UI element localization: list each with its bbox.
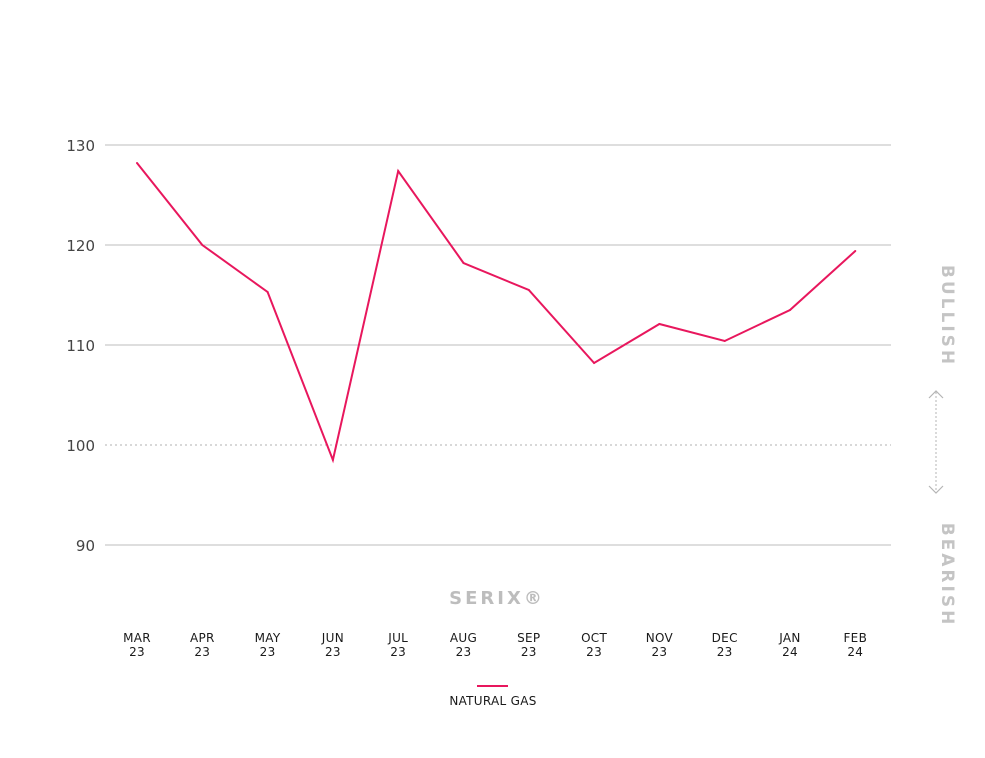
bullish-label: BULLISH [937, 265, 957, 367]
y-tick-label-120: 120 [66, 237, 95, 255]
y-tick-label-90: 90 [76, 537, 95, 555]
x-tick-label-9: DEC 23 [712, 631, 738, 659]
data-point-0-5 [462, 262, 465, 264]
data-point-0-0 [136, 162, 138, 164]
y-axis-ticks: 90 100 110 120 130 [66, 137, 95, 555]
sentiment-indicator: BULLISH BEARISH [928, 265, 957, 628]
data-point-0-6 [527, 289, 530, 291]
data-point-0-7 [593, 362, 596, 364]
data-point-0-9 [723, 340, 726, 342]
data-point-0-11 [854, 250, 857, 252]
x-tick-label-0: MAR 23 [123, 631, 151, 659]
double-arrow-icon [928, 390, 944, 494]
x-tick-label-5: AUG 23 [450, 631, 477, 659]
x-axis-ticks: MAR 23 APR 23 MAY 23 JUN 23 JUL 23 AUG 23 SEP 23 OCT 23… [123, 631, 867, 659]
data-point-0-10 [789, 309, 791, 311]
x-tick-label-10: JAN 24 [778, 631, 800, 659]
x-tick-label-2: MAY 23 [255, 631, 281, 659]
series-lines [136, 162, 857, 464]
y-tick-label-110: 110 [66, 337, 95, 355]
series-line-natural-gas [136, 162, 856, 464]
x-tick-label-3: JUN 23 [321, 631, 344, 659]
legend-label-natural-gas: NATURAL GAS [449, 694, 536, 708]
x-tick-label-1: APR 23 [190, 631, 215, 659]
bearish-label: BEARISH [937, 523, 957, 628]
x-tick-label-11: FEB 24 [843, 631, 867, 659]
x-tick-label-7: OCT 23 [581, 631, 607, 659]
y-tick-label-100: 100 [66, 437, 95, 455]
data-point-0-1 [201, 244, 204, 246]
data-point-0-2 [266, 291, 269, 293]
y-tick-label-130: 130 [66, 137, 95, 155]
data-point-0-4 [397, 170, 400, 172]
data-point-0-3 [331, 459, 334, 461]
data-point-0-8 [658, 323, 661, 325]
x-tick-label-8: NOV 23 [646, 631, 674, 659]
serix-watermark: SERIX® [449, 588, 545, 609]
gridlines [105, 144, 891, 546]
x-tick-label-4: JUL 23 [387, 631, 408, 659]
x-tick-label-6: SEP 23 [517, 631, 540, 659]
legend: NATURAL GAS [449, 685, 536, 708]
